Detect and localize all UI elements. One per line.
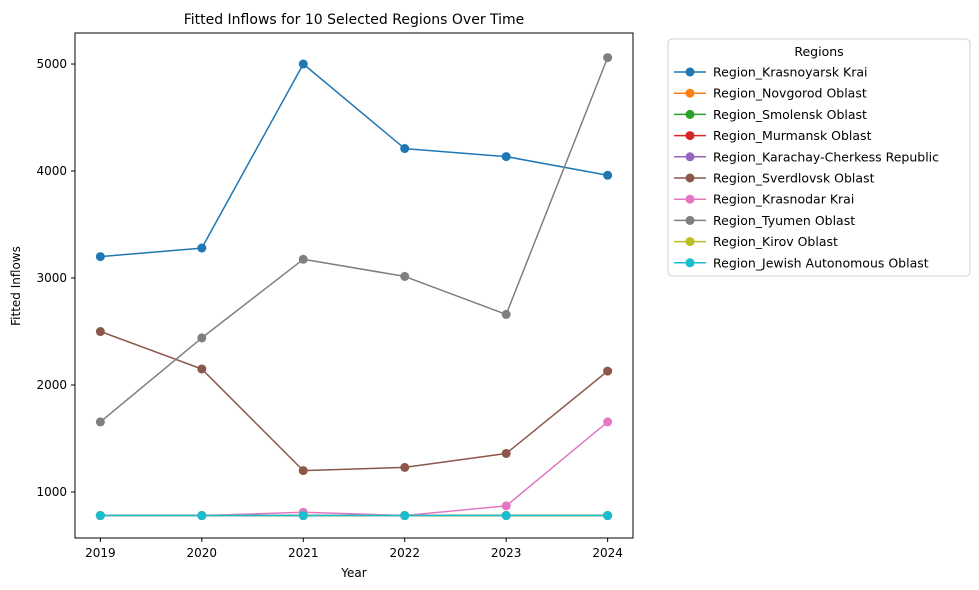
series-1 <box>95 59 613 262</box>
series-8 <box>95 53 613 427</box>
legend-label: Region_Tyumen Oblast <box>713 213 855 228</box>
data-point <box>298 59 308 69</box>
y-axis-label: Fitted Inflows <box>9 246 23 326</box>
legend-label: Region_Jewish Autonomous Oblast <box>713 255 929 270</box>
data-point <box>501 448 511 458</box>
data-point <box>400 462 410 472</box>
legend-marker <box>685 109 695 119</box>
legend-marker <box>685 194 695 204</box>
legend-marker <box>685 173 695 183</box>
legend-marker <box>685 237 695 247</box>
x-tick-label: 2020 <box>187 546 218 560</box>
legend-frame <box>667 38 971 277</box>
data-point <box>603 170 613 180</box>
legend-title: Regions <box>794 44 843 59</box>
series-10 <box>95 511 613 521</box>
legend-label: Region_Krasnoyarsk Krai <box>713 65 868 80</box>
legend-marker <box>685 258 695 268</box>
data-point <box>298 466 308 476</box>
data-point <box>298 254 308 264</box>
data-point <box>501 511 511 521</box>
legend-item: Region_Krasnoyarsk Krai <box>674 65 868 80</box>
axes: 2019 2020 2021 2022 2023 2024 1000 2000 3000 4000… <box>36 32 634 560</box>
x-tick-label: 2019 <box>85 546 116 560</box>
legend-marker <box>685 215 695 225</box>
legend-label: Region_Kirov Oblast <box>713 234 838 249</box>
data-point <box>603 417 613 427</box>
x-tick-label: 2024 <box>592 546 623 560</box>
legend-item: Region_Karachay-Cherkess Republic <box>674 149 939 164</box>
x-tick-label: 2023 <box>491 546 522 560</box>
series-line <box>100 63 608 258</box>
legend-label: Region_Smolensk Oblast <box>713 107 867 122</box>
legend-item: Region_Kirov Oblast <box>674 234 838 249</box>
legend-marker <box>685 131 695 141</box>
data-point <box>501 309 511 319</box>
legend-label: Region_Sverdlovsk Oblast <box>713 171 875 186</box>
legend-item: Region_Jewish Autonomous Oblast <box>674 255 929 270</box>
y-tick-label: 5000 <box>36 57 67 71</box>
data-point <box>95 511 105 521</box>
data-point <box>603 511 613 521</box>
legend-item: Region_Tyumen Oblast <box>674 213 855 228</box>
legend-item: Region_Smolensk Oblast <box>674 107 867 122</box>
data-point <box>501 152 511 162</box>
series-layer <box>95 53 613 521</box>
data-point <box>298 511 308 521</box>
data-point <box>95 252 105 262</box>
data-point <box>197 511 207 521</box>
y-tick-label: 4000 <box>36 164 67 178</box>
legend-marker <box>685 67 695 77</box>
data-point <box>95 327 105 337</box>
data-point <box>603 366 613 376</box>
data-point <box>95 417 105 427</box>
series-6 <box>95 327 613 476</box>
legend-item: Region_Sverdlovsk Oblast <box>674 171 875 186</box>
legend-item: Region_Murmansk Oblast <box>674 128 872 143</box>
legend-label: Region_Karachay-Cherkess Republic <box>713 149 939 164</box>
series-line <box>99 57 609 423</box>
legend-label: Region_Novgorod Oblast <box>713 86 867 101</box>
series-line <box>100 330 609 472</box>
y-tick-label: 1000 <box>36 485 67 499</box>
legend-item: Region_Krasnodar Krai <box>674 192 854 207</box>
x-axis-label: Year <box>340 566 366 580</box>
legend-label: Region_Krasnodar Krai <box>713 192 854 207</box>
data-point <box>501 501 511 511</box>
x-tick-label: 2021 <box>288 546 319 560</box>
data-point <box>400 144 410 154</box>
data-point <box>197 364 207 374</box>
data-point <box>400 271 410 281</box>
data-point <box>197 243 207 253</box>
legend-item: Region_Novgorod Oblast <box>674 86 867 101</box>
data-point <box>603 53 613 63</box>
data-point <box>400 511 410 521</box>
y-tick-label: 2000 <box>36 378 67 392</box>
legend: Regions Region_Krasnoyarsk Krai Region_No… <box>667 38 971 277</box>
data-point <box>197 333 207 343</box>
chart-title: Fitted Inflows for 10 Selected Regions O… <box>184 12 525 28</box>
y-tick-label: 3000 <box>36 271 67 285</box>
x-tick-label: 2022 <box>389 546 420 560</box>
legend-label: Region_Murmansk Oblast <box>713 128 872 143</box>
legend-marker <box>685 152 695 162</box>
plot-frame <box>74 32 634 539</box>
legend-marker <box>685 88 695 98</box>
